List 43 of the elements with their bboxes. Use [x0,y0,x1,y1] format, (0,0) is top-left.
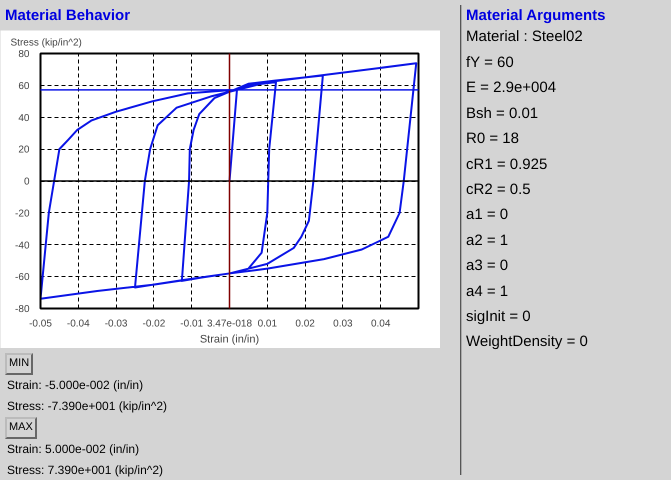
x-tick-label: 3.47e-018 [206,318,252,330]
y-tick-label: -80 [15,304,30,315]
x-tick-label: -0.05 [29,318,52,330]
text: WeightDensity = 0 [466,332,589,352]
y-tick-label: -60 [15,272,30,284]
y-tick-label: 0 [24,176,30,188]
text: cR2 = 0.5 [466,180,532,200]
text: a1 = 0 [466,205,510,226]
y-tick-label: -40 [15,240,30,252]
x-axis-title: Strain (in/in) [200,334,260,346]
y-tick-label: 60 [18,80,30,92]
text: MIN [5,353,34,375]
text: Material Arguments [466,6,606,26]
text: Stress: -7.390e+001 (kip/in^2) [6,398,168,415]
text: MAX [5,416,37,439]
x-tick-label: 0.04 [370,318,391,330]
x-tick-label: 0.02 [295,318,316,330]
x-tick-label: -0.03 [104,318,128,330]
x-tick-label: -0.02 [142,318,166,330]
x-tick-label: -0.01 [180,318,204,330]
text: E = 2.9e+004 [466,78,558,98]
y-tick-label: -20 [15,208,30,220]
y-tick-label: 80 [18,49,30,60]
text: Material : Steel02 [466,27,584,48]
y-tick-label: 20 [18,144,30,156]
text: sigInit = 0 [466,307,532,328]
x-tick-label: -0.04 [66,318,90,330]
text: Strain: 5.000e-002 (in/in) [6,440,140,458]
chart-title: Material Behavior [5,6,130,26]
text: a3 = 0 [466,256,510,276]
text: R0 = 18 [466,129,520,150]
x-tick-label: 0.03 [333,318,354,330]
text: Stress: 7.390e+001 (kip/in^2) [6,462,164,479]
text: fY = 60 [466,52,515,73]
y-axis-title: Stress (kip/in^2) [10,38,82,48]
x-tick-label: 0.01 [258,318,278,330]
text: cR1 = 0.925 [466,154,548,175]
text: Strain: -5.000e-002 (in/in) [6,376,144,394]
line-series [40,62,418,300]
text: Bsh = 0.01 [466,104,540,124]
y-tick-label: 40 [18,112,30,124]
text: a2 = 1 [466,230,510,251]
text: a4 = 1 [466,282,510,302]
